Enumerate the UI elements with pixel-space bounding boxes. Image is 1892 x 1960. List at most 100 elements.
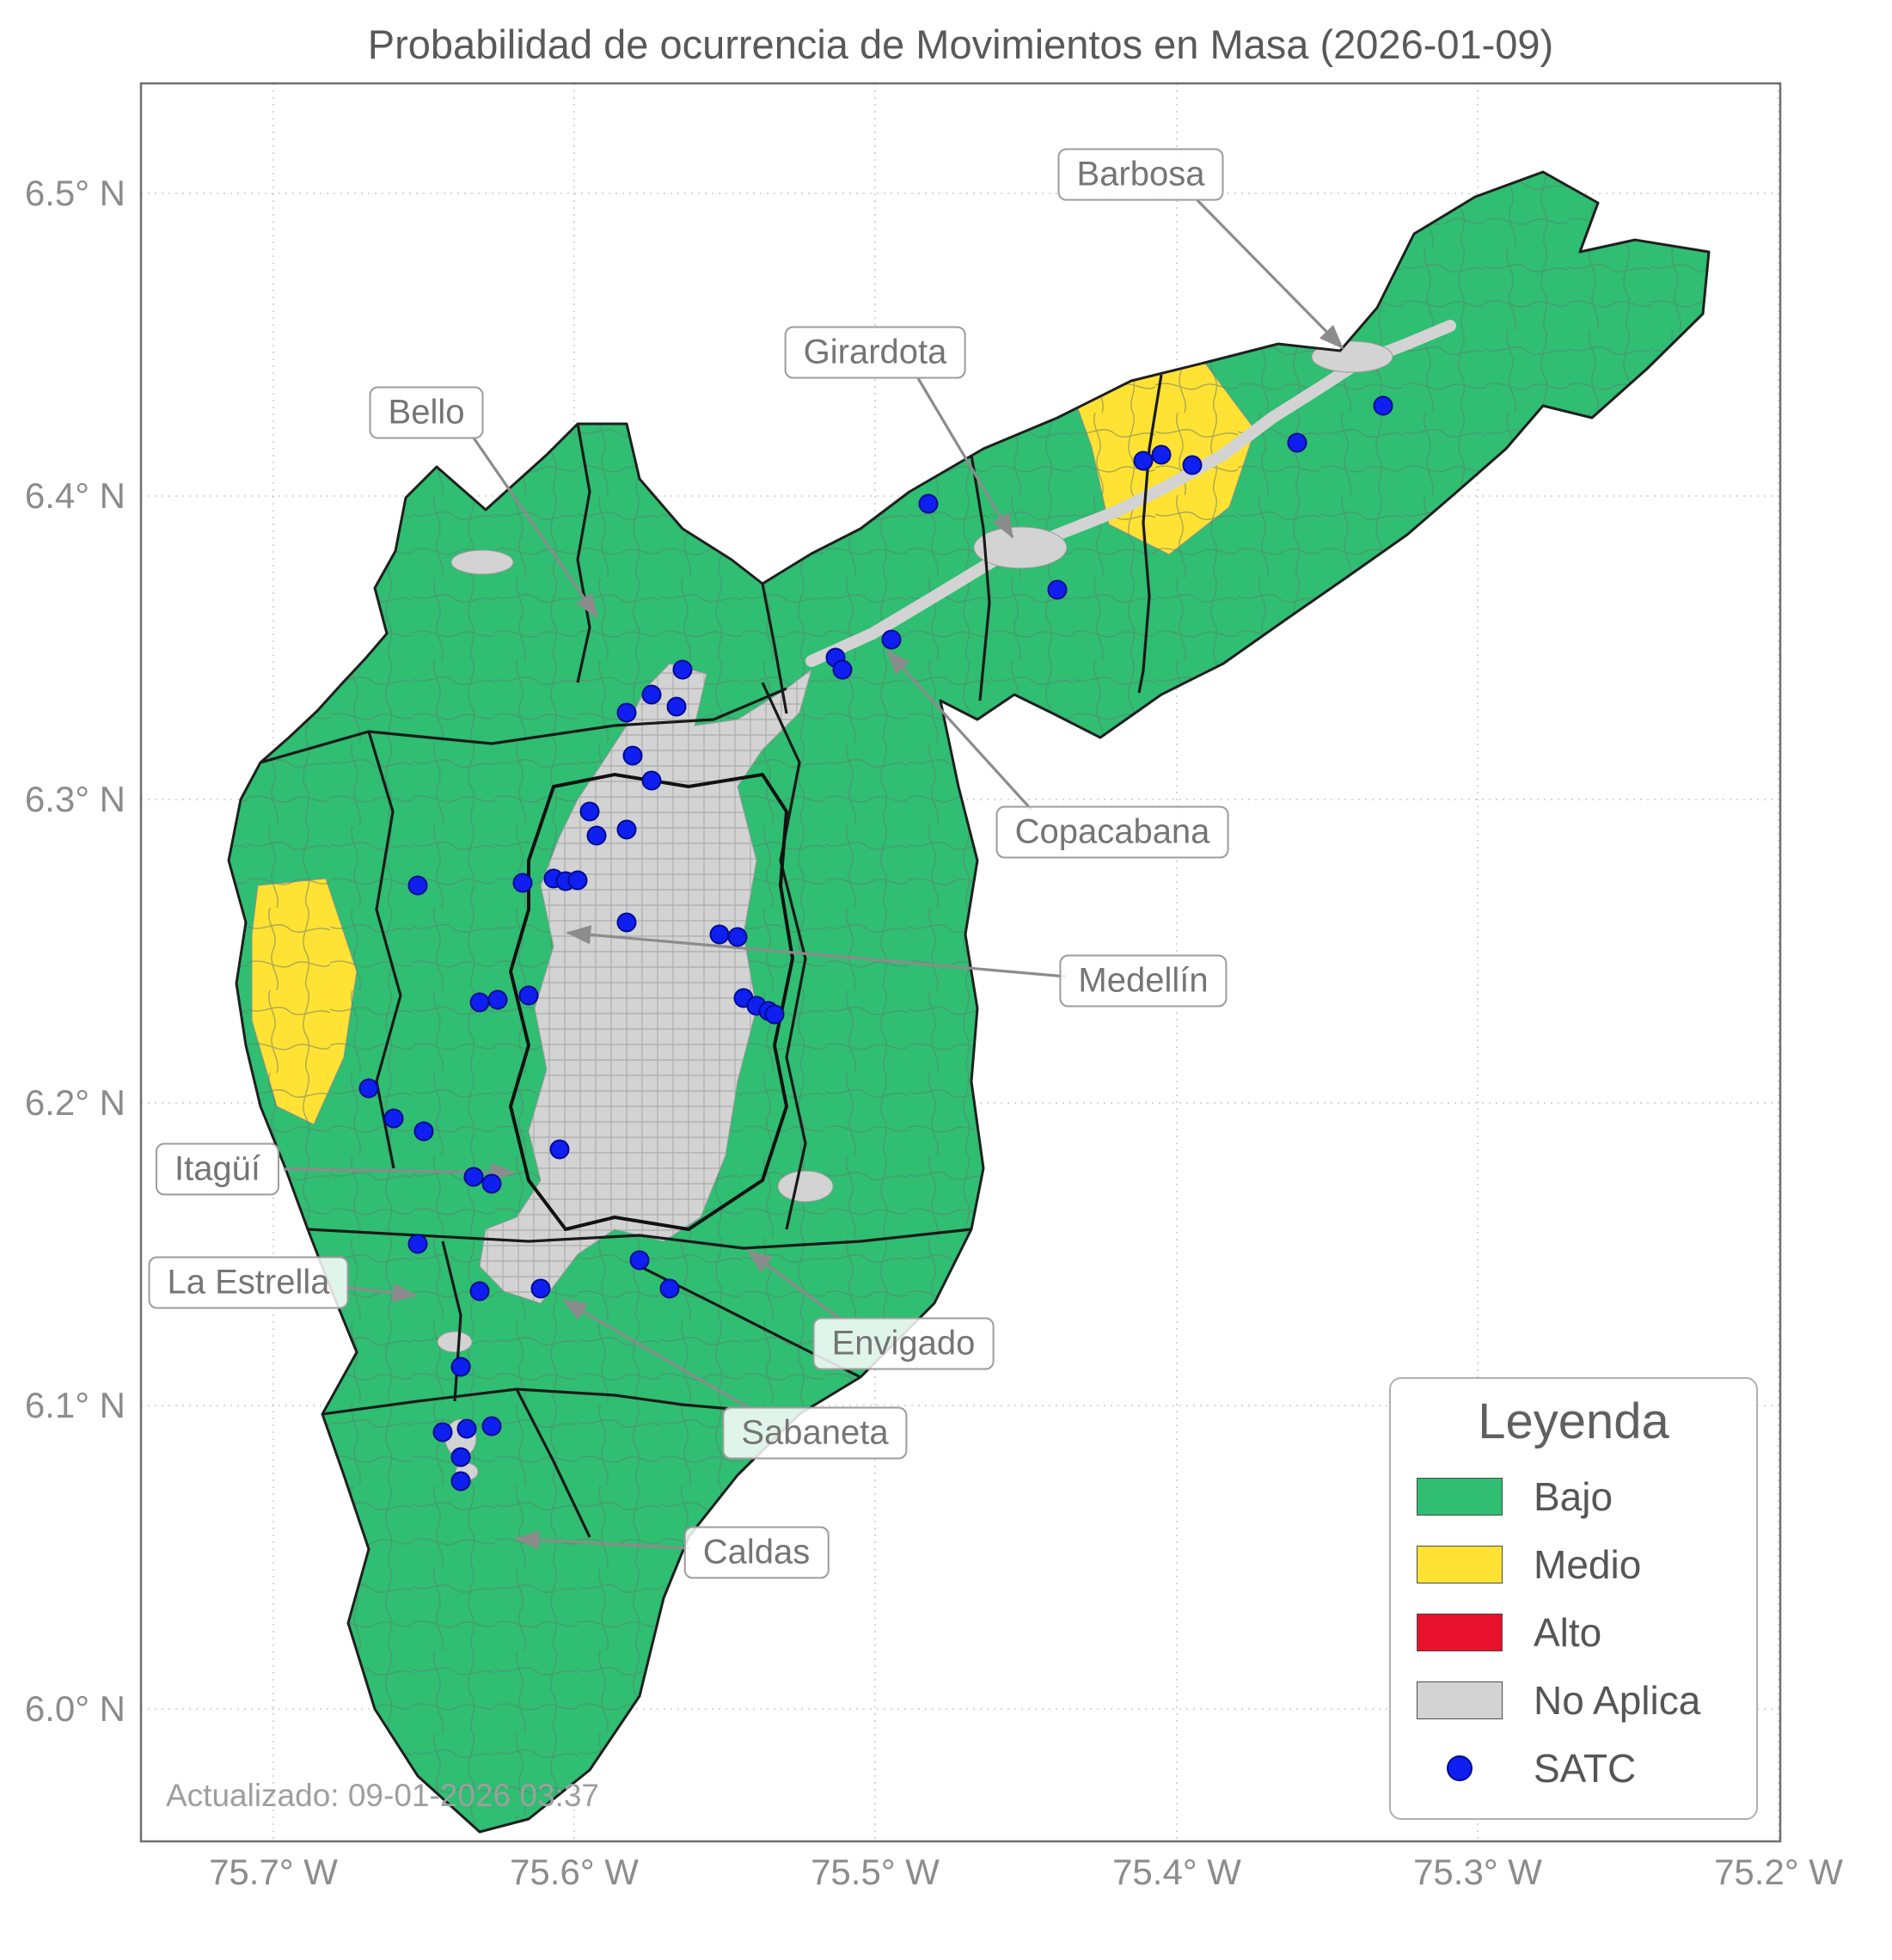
map-label-la-estrella: La Estrella [148,1256,349,1309]
legend-item-bajo: Bajo [1391,1462,1756,1530]
satc-dot [579,801,600,822]
satc-dot [407,875,428,896]
legend-color-swatch [1417,1681,1503,1719]
satc-dot [487,989,508,1010]
legend-item-alto: Alto [1391,1598,1756,1666]
x-tick-label: 75.3° W [1413,1852,1542,1892]
urban-spot-no-aplica [437,1331,473,1353]
label-arrow-sabaneta [561,1298,757,1414]
municipality-boundary [367,731,402,1169]
map-label-bello: Bello [369,386,484,439]
satc-dot [1047,579,1068,600]
legend-color-swatch [1417,1477,1503,1516]
satc-dot [586,825,607,846]
map-label-itagui: Itagüí [155,1142,280,1196]
legend-item-label: Bajo [1534,1473,1613,1519]
label-arrow-la-estrella [341,1283,418,1302]
map-label-barbosa: Barbosa [1057,148,1224,201]
legend-color-swatch [1417,1613,1503,1651]
municipality-boundary [260,687,787,764]
legend-satc-dot-icon [1447,1755,1473,1781]
label-arrow-medellin [566,925,1067,978]
satc-dot [672,659,693,680]
satc-dot [641,770,662,791]
legend-color-swatch [1417,1545,1503,1583]
satc-dot [616,819,637,840]
x-tick-label: 75.6° W [510,1852,639,1892]
x-tick-label: 75.4° W [1112,1852,1241,1892]
satc-dot [616,912,637,933]
satc-dot [764,1004,785,1025]
satc-dot [1287,432,1307,453]
satc-dot [616,702,637,723]
satc-dot [666,696,687,717]
satc-dot [1133,450,1154,471]
satc-dot [530,1278,551,1299]
satc-dot [622,745,643,766]
satc-dot [1182,455,1203,475]
x-tick-label: 75.5° W [811,1852,940,1892]
municipality-boundary [515,1388,591,1538]
map-label-envigado: Envigado [812,1317,995,1370]
map-label-sabaneta: Sabaneta [722,1406,908,1460]
label-arrow-caldas [514,1530,690,1550]
medellin-core-boundary [508,772,795,1232]
legend-item-medio: Medio [1391,1530,1756,1598]
legend: Leyenda Bajo Medio Alto No Aplica SATC [1389,1377,1758,1820]
satc-dot [518,985,539,1006]
municipality-boundary [761,583,788,714]
map-label-medellin: Medellín [1059,954,1228,1008]
satc-dot [358,1078,379,1099]
satc-dot [709,924,730,945]
urban-spot-no-aplica [450,549,514,575]
label-arrow-girardota [916,377,1014,539]
satc-dot [450,1471,471,1491]
municipality-boundary [576,423,591,683]
legend-item-label: Alto [1534,1609,1602,1655]
map-label-copacabana: Copacabana [995,805,1229,859]
satc-dot [641,684,662,705]
y-tick-label: 6.5° N [24,173,126,213]
updated-text: Actualizado: 09-01-2026 03:37 [166,1778,599,1813]
legend-title: Leyenda [1478,1393,1669,1449]
urban-spot-no-aplica [777,1170,834,1203]
legend-item-label: SATC [1534,1745,1637,1791]
label-arrow-barbosa [1195,198,1344,350]
satc-dot [549,1139,570,1160]
label-arrow-envigado [746,1249,848,1326]
y-tick-label: 6.3° N [24,779,126,819]
label-arrow-copacabana [885,649,1033,812]
satc-dot [512,873,533,893]
satc-dot [469,1281,490,1302]
map-label-girardota: Girardota [784,326,966,379]
satc-dot [469,992,490,1013]
satc-dot [629,1250,650,1271]
satc-dot [413,1121,434,1142]
satc-dot [567,870,588,891]
label-arrow-bello [471,436,599,619]
legend-item-label: Medio [1534,1541,1642,1587]
page-title: Probabilidad de ocurrencia de Movimiento… [367,21,1554,67]
y-tick-label: 6.2° N [24,1082,126,1123]
metro-area-outline [227,170,1711,1834]
satc-dot [456,1418,477,1439]
x-tick-label: 75.2° W [1714,1852,1843,1892]
subdivision-boundaries [229,172,1709,1832]
satc-dot [407,1234,428,1254]
municipality-boundary [970,454,991,701]
legend-item-satc: SATC [1391,1734,1756,1802]
legend-item-label: No Aplica [1534,1677,1701,1723]
satc-dot [918,493,939,514]
satc-dot [1373,395,1393,416]
y-tick-label: 6.1° N [24,1385,126,1425]
satc-dot [383,1108,404,1129]
legend-items: Bajo Medio Alto No Aplica SATC [1391,1462,1756,1802]
satc-dot [450,1447,471,1467]
map-label-caldas: Caldas [683,1526,830,1579]
x-tick-label: 75.7° W [209,1852,338,1892]
satc-dot [481,1173,502,1194]
plot-frame [139,82,1782,1843]
municipality-boundary [321,1387,732,1416]
satc-dot [450,1357,471,1377]
